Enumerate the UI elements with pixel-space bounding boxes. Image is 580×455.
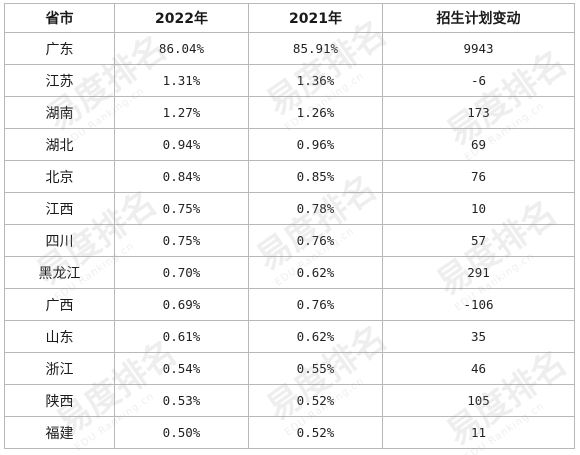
region-cell: 福建 [4, 416, 115, 449]
table-row: 湖南 1.27% 1.26% 173 [4, 96, 575, 129]
share-2021-cell: 0.52% [248, 384, 383, 417]
region-cell: 江西 [4, 192, 115, 225]
header-2021: 2021年 [248, 3, 383, 33]
region-cell: 四川 [4, 224, 115, 257]
region-cell: 广西 [4, 288, 115, 321]
table-row: 北京 0.84% 0.85% 76 [4, 160, 575, 193]
plan-change-cell: 105 [382, 384, 575, 417]
table-row: 福建 0.50% 0.52% 11 [4, 416, 575, 449]
region-cell: 北京 [4, 160, 115, 193]
header-region: 省市 [4, 3, 115, 33]
plan-change-cell: 173 [382, 96, 575, 129]
table-row: 四川 0.75% 0.76% 57 [4, 224, 575, 257]
region-cell: 江苏 [4, 64, 115, 97]
share-2021-cell: 0.85% [248, 160, 383, 193]
plan-change-cell: 46 [382, 352, 575, 385]
share-2021-cell: 0.76% [248, 224, 383, 257]
share-2021-cell: 1.36% [248, 64, 383, 97]
enrollment-table: 省市 2022年 2021年 招生计划变动 广东 86.04% 85.91% 9943… [4, 3, 575, 449]
header-row: 省市 2022年 2021年 招生计划变动 [4, 3, 575, 33]
share-2022-cell: 0.75% [114, 224, 249, 257]
share-2021-cell: 0.76% [248, 288, 383, 321]
share-2022-cell: 0.94% [114, 128, 249, 161]
share-2021-cell: 0.96% [248, 128, 383, 161]
region-cell: 湖北 [4, 128, 115, 161]
region-cell: 山东 [4, 320, 115, 353]
header-change: 招生计划变动 [382, 3, 575, 33]
share-2022-cell: 0.50% [114, 416, 249, 449]
region-cell: 陕西 [4, 384, 115, 417]
share-2022-cell: 0.53% [114, 384, 249, 417]
share-2022-cell: 1.27% [114, 96, 249, 129]
plan-change-cell: 11 [382, 416, 575, 449]
share-2022-cell: 86.04% [114, 32, 249, 65]
table-row: 江西 0.75% 0.78% 10 [4, 192, 575, 225]
table-row: 广东 86.04% 85.91% 9943 [4, 32, 575, 65]
table-row: 山东 0.61% 0.62% 35 [4, 320, 575, 353]
plan-change-cell: 10 [382, 192, 575, 225]
data-sheet: 省市 2022年 2021年 招生计划变动 广东 86.04% 85.91% 9943… [4, 3, 575, 449]
table-row: 浙江 0.54% 0.55% 46 [4, 352, 575, 385]
share-2021-cell: 0.55% [248, 352, 383, 385]
share-2022-cell: 0.61% [114, 320, 249, 353]
region-cell: 广东 [4, 32, 115, 65]
plan-change-cell: 76 [382, 160, 575, 193]
table-row: 黑龙江 0.70% 0.62% 291 [4, 256, 575, 289]
share-2021-cell: 0.62% [248, 256, 383, 289]
plan-change-cell: 291 [382, 256, 575, 289]
table-row: 陕西 0.53% 0.52% 105 [4, 384, 575, 417]
share-2021-cell: 85.91% [248, 32, 383, 65]
share-2022-cell: 0.70% [114, 256, 249, 289]
plan-change-cell: 9943 [382, 32, 575, 65]
plan-change-cell: 35 [382, 320, 575, 353]
share-2022-cell: 1.31% [114, 64, 249, 97]
plan-change-cell: 69 [382, 128, 575, 161]
share-2021-cell: 0.62% [248, 320, 383, 353]
header-2022: 2022年 [114, 3, 249, 33]
region-cell: 黑龙江 [4, 256, 115, 289]
share-2022-cell: 0.69% [114, 288, 249, 321]
region-cell: 湖南 [4, 96, 115, 129]
table-row: 广西 0.69% 0.76% -106 [4, 288, 575, 321]
plan-change-cell: 57 [382, 224, 575, 257]
share-2022-cell: 0.84% [114, 160, 249, 193]
share-2022-cell: 0.54% [114, 352, 249, 385]
plan-change-cell: -106 [382, 288, 575, 321]
share-2021-cell: 0.78% [248, 192, 383, 225]
table-row: 江苏 1.31% 1.36% -6 [4, 64, 575, 97]
table-row: 湖北 0.94% 0.96% 69 [4, 128, 575, 161]
share-2021-cell: 0.52% [248, 416, 383, 449]
share-2021-cell: 1.26% [248, 96, 383, 129]
plan-change-cell: -6 [382, 64, 575, 97]
region-cell: 浙江 [4, 352, 115, 385]
share-2022-cell: 0.75% [114, 192, 249, 225]
